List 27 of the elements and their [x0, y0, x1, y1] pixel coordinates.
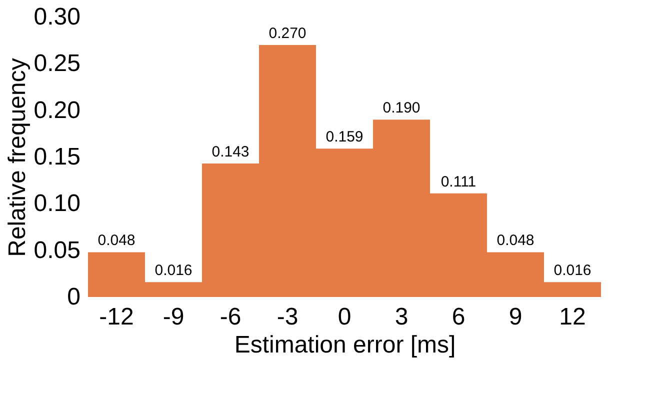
- y-tick-label: 0.05: [34, 236, 80, 264]
- x-axis-title: Estimation error [ms]: [234, 332, 456, 358]
- data-label: 0.111: [440, 173, 476, 190]
- data-label: 0.048: [98, 232, 136, 250]
- y-tick-label: 0: [67, 284, 80, 310]
- y-tick-label: 0.15: [34, 144, 80, 170]
- data-label: 0.016: [554, 262, 592, 280]
- x-tick-label: 9: [508, 304, 522, 330]
- x-tick-label: -12: [99, 304, 134, 330]
- x-tick-label: -3: [276, 304, 298, 330]
- y-tick-label: 0.30: [34, 4, 80, 30]
- data-label: 0.159: [326, 128, 364, 146]
- x-tick-label: -9: [162, 304, 184, 330]
- data-label: 0.016: [154, 262, 192, 280]
- x-tick-label: 12: [559, 304, 586, 330]
- data-label: 0.190: [382, 100, 420, 117]
- data-label: 0.143: [212, 144, 250, 161]
- x-tick-label: 0: [338, 304, 352, 330]
- y-tick-label: 0.10: [34, 190, 80, 218]
- x-tick-label: -6: [220, 304, 242, 330]
- x-tick-label: 6: [452, 304, 466, 330]
- y-tick-label: 0.20: [34, 96, 80, 124]
- y-axis-title: Relative frequency: [4, 58, 31, 257]
- y-tick-label: 0.25: [34, 50, 80, 78]
- x-tick-label: 3: [394, 304, 408, 330]
- data-label: 0.048: [496, 232, 534, 250]
- data-label: 0.270: [268, 25, 306, 42]
